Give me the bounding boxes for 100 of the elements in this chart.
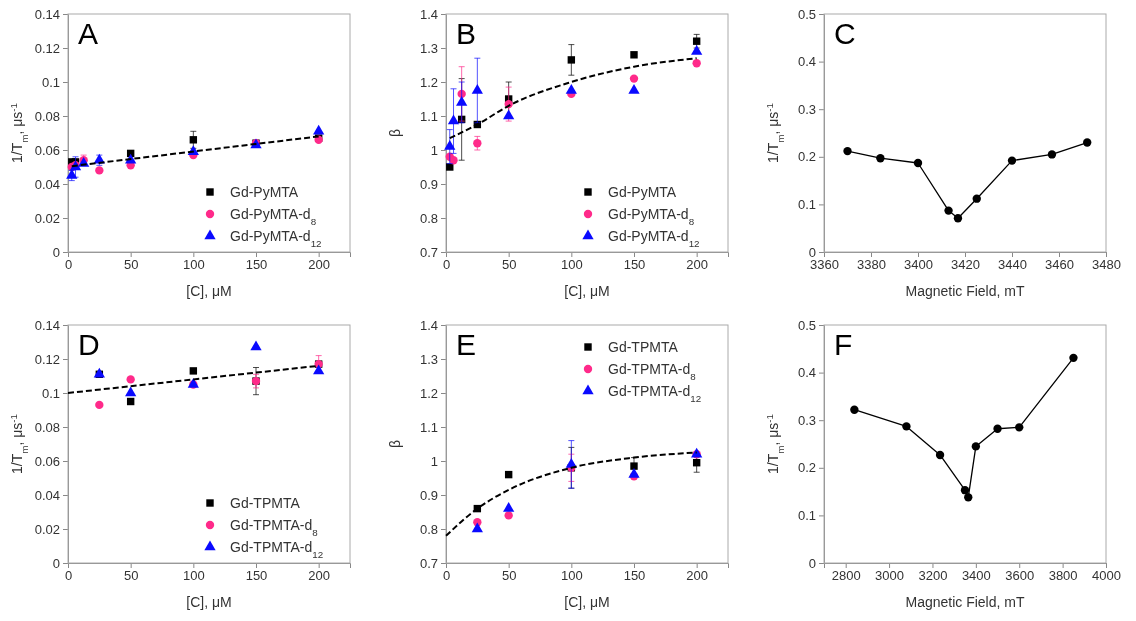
point	[444, 140, 456, 150]
x-tick-label: 150	[623, 568, 646, 584]
y-tick-label: 0.4	[797, 54, 816, 70]
y-tick-label: 1.1	[419, 419, 438, 435]
y-tick-label: 0.12	[34, 351, 60, 367]
y-tick-label: 0.02	[34, 521, 60, 537]
y-tick-label: 0.02	[34, 210, 60, 226]
x-tick-label: 3380	[857, 257, 886, 273]
x-tick-label: 100	[182, 568, 205, 584]
x-tick-label: 2800	[831, 568, 861, 584]
chart-title: E	[456, 328, 477, 361]
point	[471, 83, 483, 94]
y-tick-label: 0.5	[797, 6, 816, 22]
legend-label: Gd-PyMTA-d$_{8}$	[608, 206, 695, 227]
point	[567, 56, 576, 64]
y-tick-label: 1.4	[419, 317, 438, 333]
point	[953, 214, 963, 223]
x-tick-label: 3480	[1092, 257, 1121, 273]
x-tick-label: 3800	[1048, 568, 1078, 584]
point	[447, 114, 460, 125]
x-tick-label: 100	[182, 257, 205, 273]
y-tick-label: 0.06	[34, 142, 60, 158]
x-tick-label: 3400	[904, 257, 933, 273]
y-axis-title: β	[387, 439, 403, 449]
y-tick-label: 0.12	[34, 40, 60, 56]
x-tick-label: 50	[501, 257, 517, 273]
y-tick-label: 0.3	[797, 412, 816, 428]
y-tick-label: 0	[52, 244, 60, 260]
x-tick-label: 3200	[918, 568, 948, 584]
y-tick-label: 0.14	[34, 317, 60, 333]
y-tick-label: 0	[52, 555, 60, 571]
y-tick-label: 0	[808, 555, 816, 571]
y-tick-label: 1.1	[419, 108, 438, 124]
y-tick-label: 1	[430, 142, 438, 158]
y-tick-label: 0.06	[34, 453, 60, 469]
point	[1015, 423, 1024, 432]
legend-label: Gd-PyMTA-d$_{12}$	[608, 228, 700, 249]
chart-title: F	[834, 328, 853, 361]
point	[1047, 150, 1057, 159]
point	[971, 442, 981, 451]
point	[471, 522, 483, 533]
x-tick-label: 0	[442, 568, 451, 584]
chart-title: A	[78, 17, 99, 50]
y-tick-label: 1.2	[419, 385, 438, 401]
y-tick-label: 0.1	[41, 74, 60, 90]
x-tick-label: 50	[123, 568, 139, 584]
legend-label: Gd-TPMTA	[608, 339, 679, 355]
point	[456, 95, 468, 106]
point	[1083, 138, 1092, 147]
point	[630, 462, 638, 470]
point	[629, 74, 639, 83]
y-tick-label: 0.08	[34, 108, 60, 124]
y-tick-label: 0.5	[797, 317, 816, 333]
point	[972, 194, 981, 203]
y-tick-label: 0.7	[419, 244, 438, 260]
y-tick-label: 0.7	[419, 555, 438, 571]
y-tick-label: 0.14	[34, 6, 60, 22]
point	[630, 51, 638, 59]
point	[692, 59, 701, 68]
point	[189, 136, 198, 144]
y-tick-label: 0.9	[419, 487, 438, 503]
y-tick-label: 1.2	[419, 74, 438, 90]
point	[565, 83, 577, 94]
point	[902, 422, 911, 431]
x-tick-label: 3400	[961, 568, 991, 584]
chart-title: D	[78, 328, 100, 361]
x-tick-label: 150	[245, 257, 268, 273]
y-tick-label: 0.08	[34, 419, 60, 435]
y-tick-label: 0.9	[419, 176, 438, 192]
point	[504, 511, 513, 520]
x-tick-label: 3460	[1045, 257, 1074, 273]
x-tick-label: 0	[64, 568, 73, 584]
y-tick-label: 0.04	[34, 487, 60, 503]
point	[313, 364, 325, 375]
y-tick-label: 1.4	[419, 6, 438, 22]
x-tick-label: 3440	[998, 257, 1027, 273]
point	[876, 154, 885, 163]
x-tick-label: 50	[501, 568, 517, 584]
point	[935, 450, 945, 460]
point	[125, 386, 137, 397]
y-tick-label: 1.3	[419, 40, 438, 56]
x-tick-label: 0	[64, 257, 73, 273]
point	[628, 83, 640, 94]
y-tick-label: 0	[808, 244, 816, 260]
point	[503, 502, 515, 512]
point	[843, 146, 852, 156]
y-tick-label: 0.2	[797, 149, 816, 165]
y-axis-title: β	[387, 128, 403, 138]
y-tick-label: 1.3	[419, 351, 438, 367]
x-axis-title: [C], μM	[564, 594, 610, 610]
x-axis-title: [C], μM	[564, 283, 610, 299]
x-tick-label: 200	[686, 257, 709, 273]
x-tick-label: 150	[245, 568, 268, 584]
x-axis-title: [C], μM	[186, 594, 232, 610]
y-tick-label: 0.1	[41, 385, 60, 401]
x-tick-label: 50	[123, 257, 139, 273]
legend-label: Gd-PyMTA	[230, 184, 299, 200]
x-tick-label: 200	[308, 568, 331, 584]
x-tick-label: 100	[560, 568, 583, 584]
legend-label: Gd-TPMTA-d$_{8}$	[608, 361, 697, 382]
